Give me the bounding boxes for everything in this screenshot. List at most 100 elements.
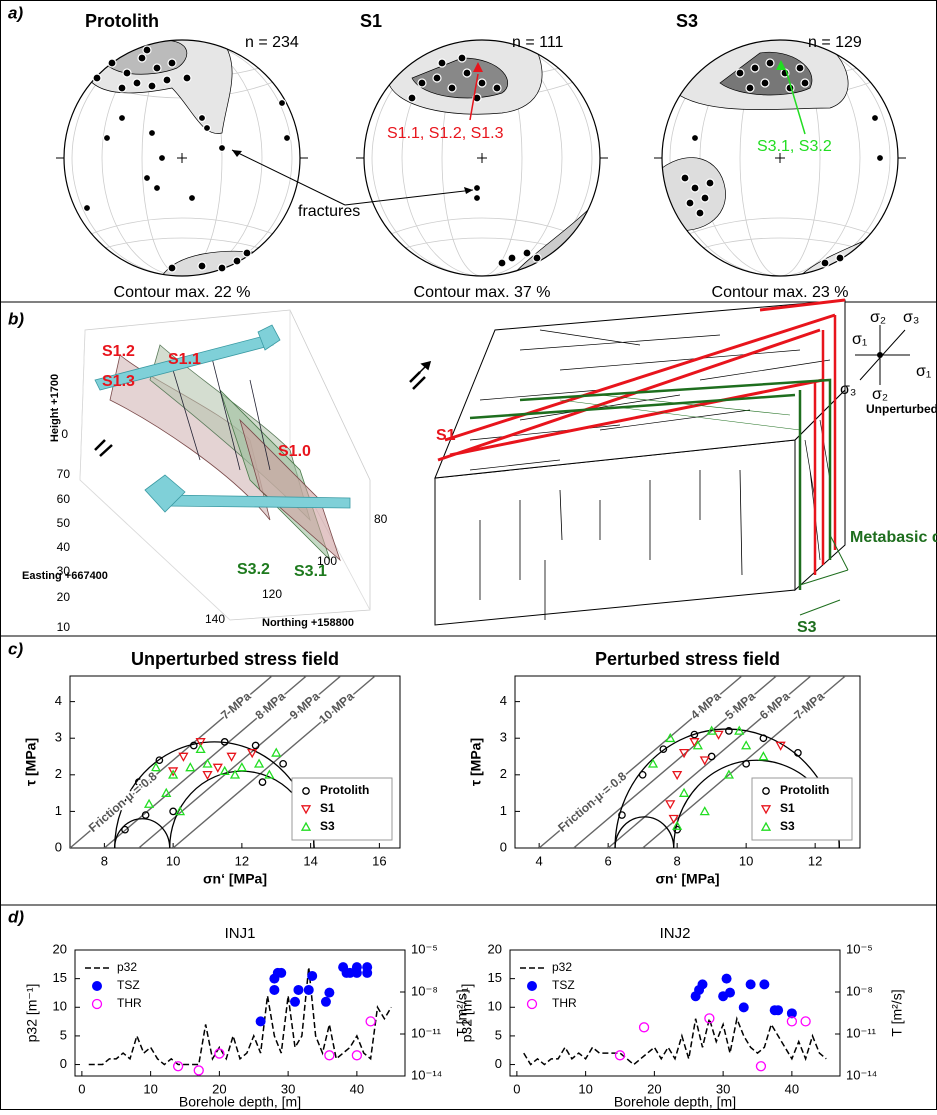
marker — [742, 759, 751, 768]
marker — [665, 800, 676, 810]
marker — [155, 756, 164, 765]
marker — [526, 998, 538, 1010]
marker — [212, 763, 223, 773]
marker — [351, 962, 362, 973]
tick-label: 140 — [205, 612, 225, 626]
marker — [618, 811, 626, 819]
friction-line — [607, 676, 812, 848]
x-axis-label: Borehole depth, [m] — [179, 1094, 301, 1110]
marker — [699, 756, 710, 766]
marker — [672, 820, 683, 830]
arrowhead — [232, 150, 473, 194]
block-label: S3 — [797, 619, 817, 636]
friction-line — [70, 676, 273, 848]
arrow — [785, 69, 806, 135]
marker — [303, 984, 314, 995]
legend-label: Protolith — [320, 783, 369, 797]
axis-label: Easting +667400 — [22, 570, 108, 582]
marker — [725, 727, 733, 735]
sigma-label: σ₃ — [903, 309, 919, 326]
x-tick-label: 6 — [605, 853, 612, 868]
y-tick-label: 2 — [500, 766, 507, 781]
marker — [527, 981, 537, 991]
marker — [189, 741, 198, 750]
y-axis-label: p32 [m⁻¹] — [459, 984, 475, 1043]
marker — [678, 787, 690, 797]
legend-label: TSZ — [117, 978, 140, 992]
y2-tick-label: 10⁻⁸ — [846, 983, 873, 998]
marker — [713, 730, 724, 740]
marker — [665, 732, 676, 743]
marker — [324, 1050, 335, 1061]
y-tick-label: 0 — [495, 1056, 502, 1071]
marker — [638, 1022, 650, 1033]
marker — [174, 806, 186, 816]
y2-axis-label: T [m²/s] — [454, 989, 470, 1036]
x-tick-label: 12 — [235, 853, 249, 868]
marker — [759, 734, 768, 743]
y-tick-label: 20 — [53, 941, 67, 956]
block-label: Metabasic dyke — [850, 529, 937, 546]
x-tick-label: 20 — [647, 1081, 661, 1096]
structure-label: S1.0 — [278, 443, 311, 460]
net-count: n = 111 — [512, 34, 564, 51]
marker — [738, 1002, 749, 1013]
structure-label: S1.3 — [102, 373, 135, 390]
sigma-label: σ₂ — [870, 309, 886, 326]
y2-tick-label: 10⁻⁵ — [846, 941, 873, 956]
tick-label: 120 — [262, 587, 282, 601]
friction-line — [573, 676, 777, 848]
sigma-label: σ₁ — [852, 331, 867, 348]
marker — [202, 758, 213, 768]
tick-label: 70 — [57, 467, 71, 481]
marker — [150, 762, 162, 772]
marker — [760, 821, 772, 831]
marker — [762, 787, 770, 795]
marker — [121, 825, 129, 834]
sigma-label: σ₁ — [916, 363, 931, 380]
axis-label: Height +1700 — [49, 374, 61, 442]
marker — [226, 752, 237, 762]
legend-label: S1 — [320, 801, 335, 815]
x-tick-label: 10 — [578, 1081, 592, 1096]
y-tick-label: 5 — [495, 1027, 502, 1042]
x-tick-label: 10 — [739, 853, 753, 868]
net-contour: Contour max. 23 % — [712, 284, 849, 301]
marker — [800, 1016, 811, 1027]
marker — [697, 979, 708, 990]
legend-label: Protolith — [780, 783, 829, 797]
tick-label: 10 — [57, 620, 71, 634]
x-tick-label: 8 — [101, 853, 108, 868]
marker — [690, 730, 699, 739]
marker — [760, 805, 772, 815]
marker — [290, 996, 300, 1007]
y-tick-label: 10 — [488, 999, 502, 1014]
x-axis-label: Borehole depth, [m] — [614, 1094, 736, 1110]
y-tick-label: 0 — [500, 839, 507, 854]
x-tick-label: 12 — [808, 853, 822, 868]
sigma-label: σ₃ — [840, 381, 856, 398]
tick-label: 60 — [57, 492, 71, 506]
block-label: S1 — [436, 427, 456, 444]
tick-label: 20 — [57, 590, 71, 604]
marker — [638, 770, 647, 779]
y-axis-label: τ [MPa] — [468, 738, 484, 786]
marker — [251, 741, 260, 750]
legend-label: TSZ — [552, 978, 575, 992]
y-tick-label: 2 — [55, 766, 62, 781]
x-tick-label: 40 — [785, 1081, 799, 1096]
y-tick-label: 20 — [488, 941, 502, 956]
arrow — [469, 73, 479, 121]
marker — [723, 769, 735, 779]
y-tick-label: 5 — [60, 1027, 67, 1042]
structure-label: S3.1 — [294, 563, 327, 580]
net-contour: Contour max. 37 % — [414, 284, 551, 301]
legend-label: S3 — [780, 819, 795, 833]
panel-label: c) — [8, 639, 23, 658]
y-tick-label: 15 — [53, 970, 67, 985]
marker — [706, 725, 717, 735]
marker — [91, 998, 103, 1010]
annotation: S3.1, S3.2 — [757, 138, 832, 155]
y2-tick-label: 10⁻⁵ — [411, 941, 438, 956]
marker — [134, 778, 143, 786]
